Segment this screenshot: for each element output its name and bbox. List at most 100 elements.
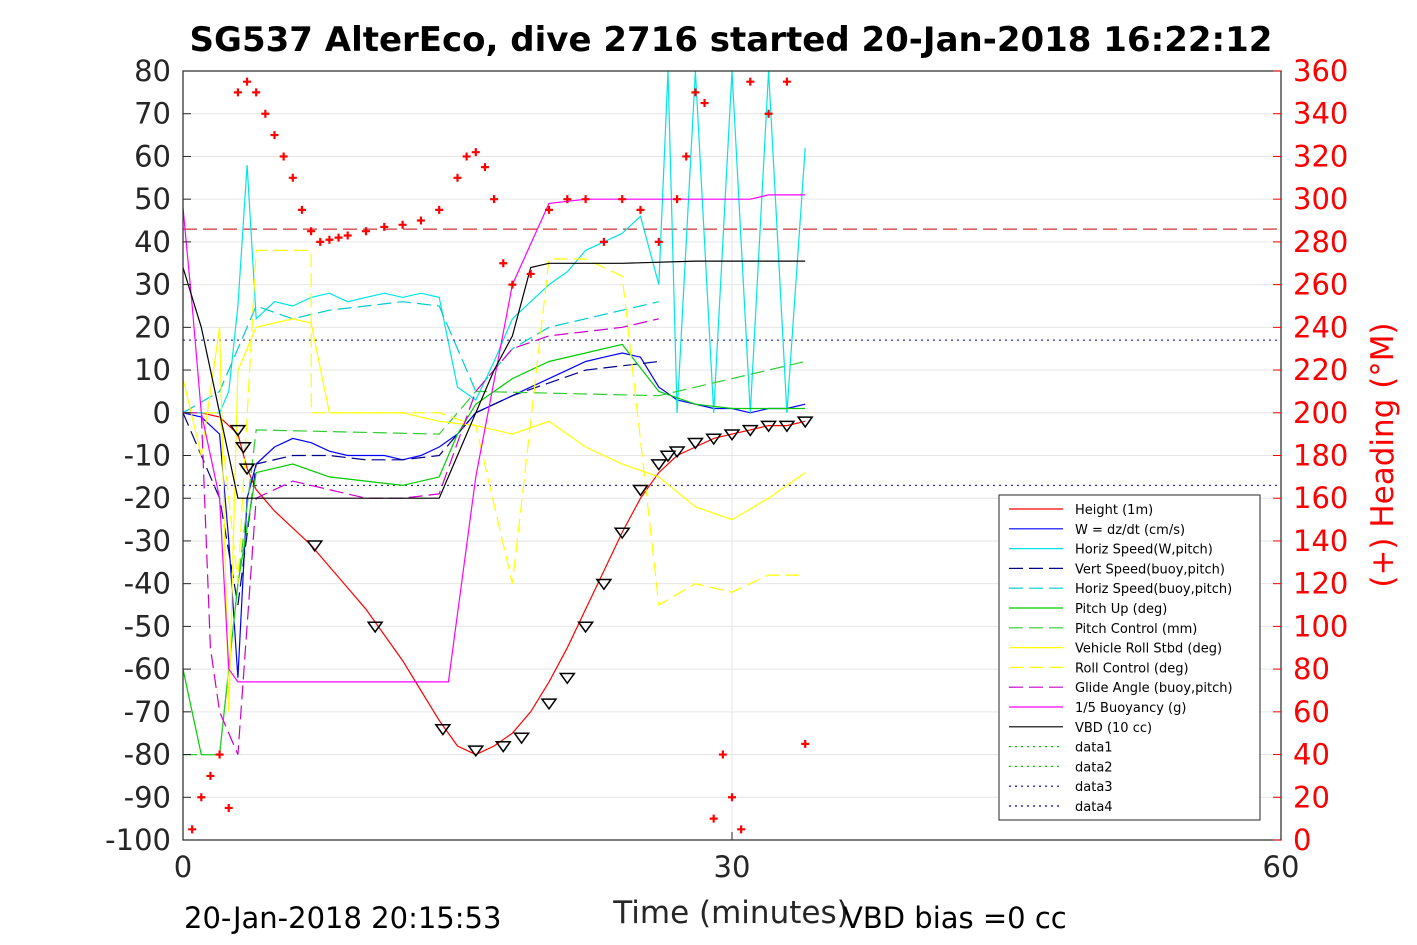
y-ticks-right: 3603403203002802602402202001801601401201… [1273, 54, 1348, 857]
depth-marker [434, 723, 452, 736]
depth-marker [796, 416, 814, 429]
heading-point [563, 195, 572, 204]
x-tick-label: 60 [1263, 850, 1300, 884]
heading-point [197, 793, 206, 802]
y-tick-label-right: 60 [1293, 695, 1330, 729]
heading-point [206, 771, 215, 780]
heading-point [581, 195, 590, 204]
legend-label: data2 [1075, 760, 1113, 775]
heading-point [462, 152, 471, 161]
legend: Height (1m) W = dz/dt (cm/s) Horiz Speed(W… [998, 494, 1261, 821]
legend-label: VBD (10 cc) [1075, 721, 1152, 736]
heading-point [782, 77, 791, 86]
legend-label: data4 [1075, 800, 1113, 815]
heading-point [453, 173, 462, 182]
legend-label: data1 [1075, 741, 1113, 756]
legend-label: Roll Control (deg) [1075, 661, 1189, 676]
depth-marker [234, 442, 252, 454]
y-tick-label-right: 140 [1293, 524, 1348, 558]
depth-marker [558, 672, 576, 685]
legend-label: Vehicle Roll Stbd (deg) [1075, 642, 1222, 657]
legend-label: Height (1m) [1075, 503, 1153, 518]
depth-marker [613, 527, 631, 540]
heading-point [334, 233, 343, 242]
depth-marker [577, 621, 595, 634]
depth-marker [632, 484, 649, 497]
y-tick-label-left: -50 [124, 609, 171, 643]
heading-point [380, 222, 389, 231]
heading-point [654, 237, 663, 246]
y-tick-label-right: 120 [1293, 567, 1348, 601]
y-tick-label-right: 320 [1293, 139, 1348, 173]
legend-label: Horiz Speed(W,pitch) [1075, 543, 1213, 558]
legend-label: W = dz/dt (cm/s) [1075, 523, 1185, 538]
footer-vbd-bias: VBD bias =0 cc [843, 901, 1067, 935]
series-line [183, 412, 806, 756]
heading-point [545, 205, 553, 214]
heading-point [362, 227, 370, 236]
heading-point [316, 237, 325, 246]
y-tick-label-left: 0 [153, 396, 171, 430]
heading-point [233, 88, 242, 97]
heading-point [490, 195, 499, 204]
x-ticks: 0 30 60 [174, 832, 1300, 884]
y-tick-label-right: 180 [1293, 439, 1348, 473]
series-line [182, 360, 659, 606]
legend-label: Pitch Up (deg) [1075, 602, 1167, 617]
heading-point [288, 173, 297, 182]
footer-timestamp: 20-Jan-2018 20:15:53 [184, 901, 501, 935]
legend-label: Horiz Speed(buoy,pitch) [1075, 582, 1232, 597]
depth-marker [741, 424, 759, 437]
y-tick-label-left: 30 [134, 268, 171, 302]
heading-point [691, 88, 700, 97]
series-line [182, 301, 659, 414]
legend-label: Glide Angle (buoy,pitch) [1075, 681, 1233, 696]
heading-point [673, 195, 682, 204]
y-tick-label-left: 60 [134, 139, 171, 173]
y-tick-label-right: 200 [1293, 396, 1348, 430]
depth-marker [778, 420, 796, 433]
legend-label: 1/5 Buoyancy (g) [1075, 701, 1186, 716]
y-axis-label-right: (+) Heading (°M) [1365, 322, 1401, 587]
y-tick-label-right: 340 [1293, 97, 1348, 131]
heading-point [700, 99, 709, 108]
heading-point [737, 825, 746, 834]
heading-point [709, 814, 718, 823]
y-tick-label-left: 80 [134, 54, 171, 88]
heading-point [215, 750, 224, 759]
heading-point [599, 237, 608, 246]
depth-markers [229, 416, 814, 758]
depth-marker [595, 578, 613, 591]
heading-point [636, 205, 645, 214]
heading-point [188, 825, 197, 834]
series-line [183, 249, 806, 606]
y-tick-label-left: 10 [134, 353, 171, 387]
y-tick-label-right: 80 [1293, 652, 1330, 686]
depth-marker [723, 429, 741, 442]
heading-point [307, 227, 316, 236]
depth-marker [705, 433, 723, 446]
series-line [183, 360, 806, 756]
legend-label: data3 [1075, 780, 1113, 795]
heading-point [471, 148, 480, 157]
depth-marker [668, 446, 686, 459]
series-line [182, 260, 806, 499]
y-tick-label-right: 40 [1293, 738, 1330, 772]
legend-label: Vert Speed(buoy,pitch) [1075, 562, 1225, 577]
heading-point [728, 793, 736, 802]
series-line [182, 343, 806, 756]
y-tick-label-left: -60 [124, 652, 171, 686]
y-tick-label-left: -40 [124, 567, 171, 601]
depth-marker [366, 621, 384, 634]
heading-point [297, 205, 306, 214]
x-tick-label: 30 [714, 850, 751, 884]
depth-marker [229, 424, 247, 437]
y-tick-label-right: 100 [1293, 609, 1348, 643]
heading-point [252, 88, 261, 97]
depth-marker [659, 450, 677, 463]
depth-marker [494, 741, 512, 753]
depth-marker [760, 420, 778, 433]
heading-point [526, 269, 535, 278]
y-tick-label-left: 50 [134, 182, 171, 216]
